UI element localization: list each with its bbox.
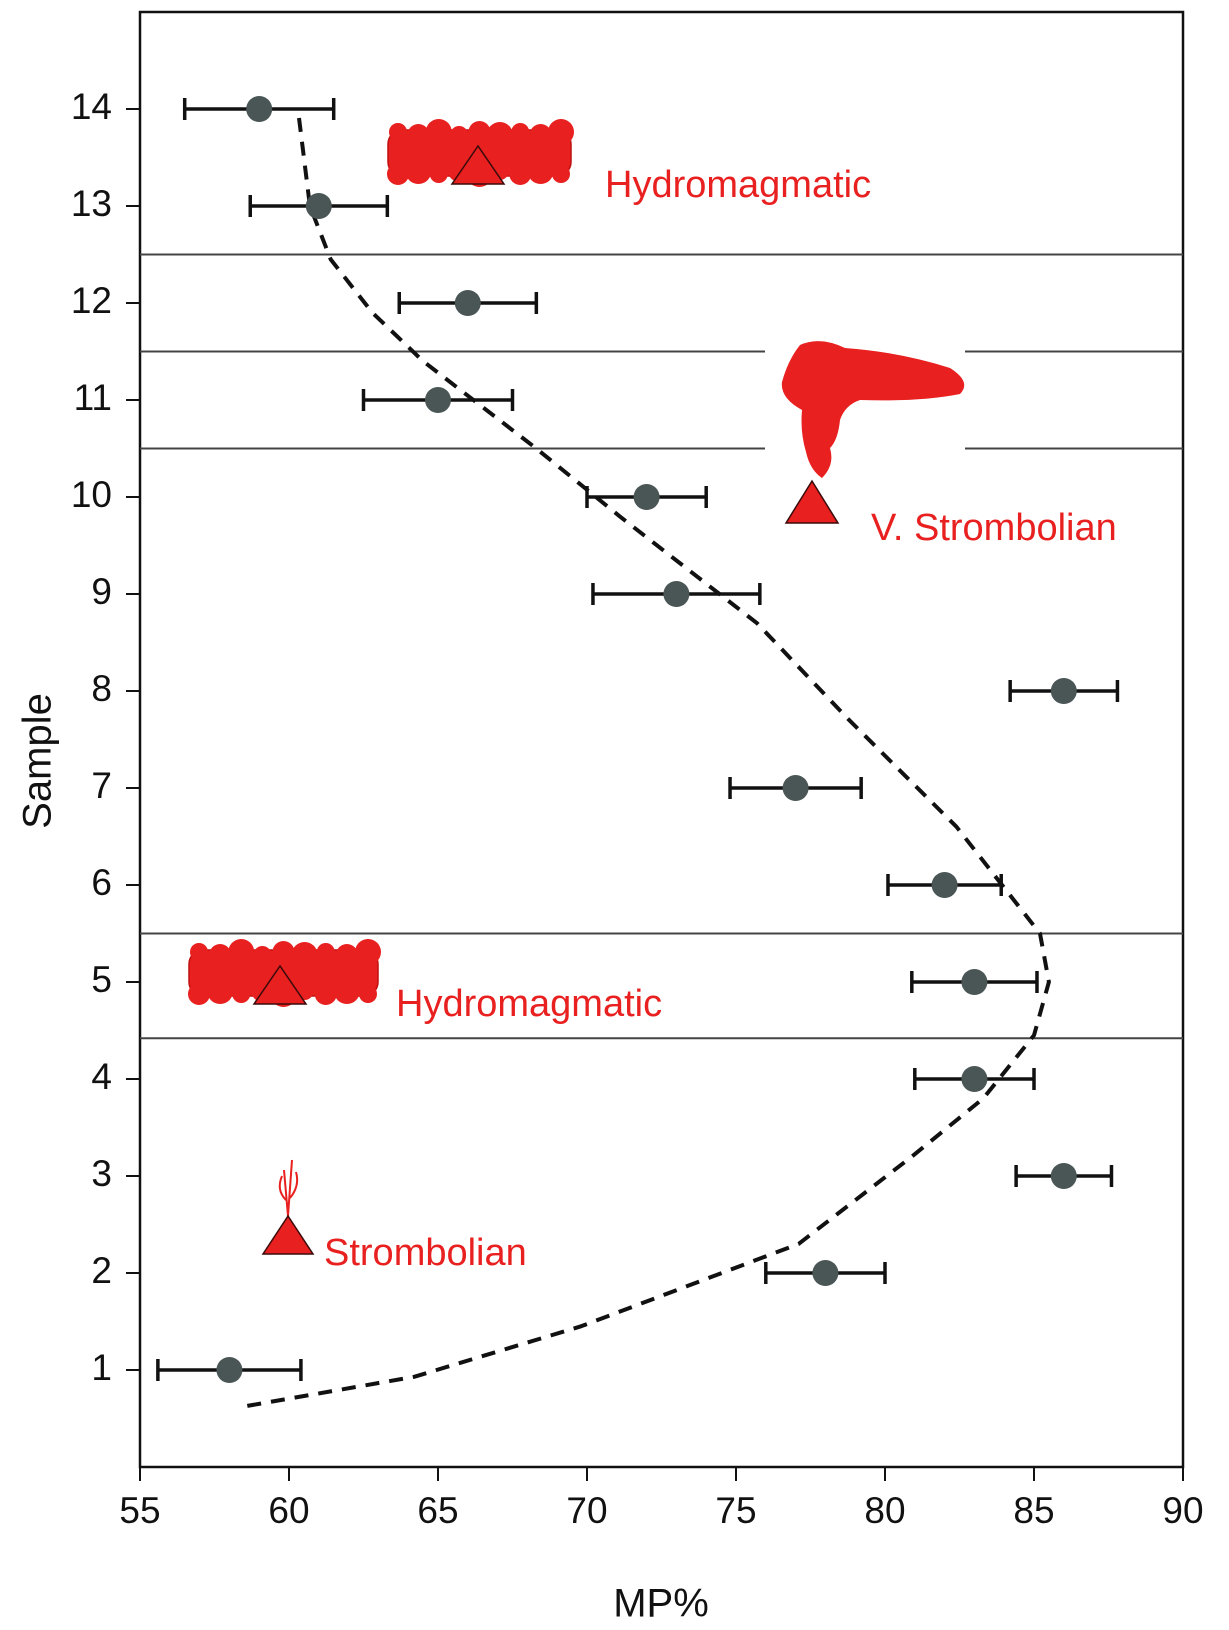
cloud-bump	[405, 158, 432, 184]
cloud-bump	[527, 158, 554, 184]
cloud-bump	[209, 944, 232, 966]
x-tick-label: 75	[715, 1490, 756, 1531]
cloud-bump	[486, 122, 513, 148]
x-tick-label: 80	[864, 1490, 905, 1531]
cloud-bump	[552, 165, 570, 183]
data-point	[246, 96, 273, 122]
data-point	[216, 1357, 243, 1383]
y-tick-label: 14	[71, 86, 112, 127]
plot-frame	[138, 10, 1185, 1469]
plume-shape	[781, 341, 965, 478]
cloud-bump	[316, 943, 335, 961]
cloud-bump	[387, 163, 409, 185]
cloud-bump	[207, 978, 234, 1004]
data-point	[454, 290, 481, 316]
y-axis-label: Sample	[16, 693, 60, 829]
y-tick-label: 9	[91, 571, 112, 612]
cloud-bump	[529, 124, 552, 146]
y-tick-label: 13	[71, 183, 112, 224]
x-tick-label: 85	[1013, 1490, 1054, 1531]
cloud-bump	[291, 942, 318, 968]
data-point	[961, 1066, 988, 1092]
cloud-bump	[188, 983, 210, 1005]
x-tick-label: 55	[119, 1490, 160, 1531]
data-point	[663, 581, 690, 607]
x-tick-label: 65	[417, 1490, 458, 1531]
eruption-cloud-icon	[188, 939, 381, 1007]
y-tick-label: 6	[91, 862, 112, 903]
x-tick-label: 90	[1162, 1490, 1203, 1531]
y-tick-label: 4	[91, 1056, 112, 1097]
trend-line	[246, 108, 1051, 1408]
x-axis-label: MP%	[613, 1582, 709, 1626]
annotation: Hydromagmatic	[605, 164, 871, 206]
cloud-bump	[450, 126, 469, 144]
volcano-icon	[450, 144, 506, 185]
cloud-bump	[333, 978, 360, 1004]
data-point	[633, 484, 660, 510]
cloud-bump	[272, 941, 295, 963]
y-tick-label: 5	[91, 959, 112, 1000]
y-tick-label: 11	[74, 377, 112, 418]
plume-icon	[765, 335, 965, 478]
y-tick-label: 8	[91, 668, 112, 709]
cloud-bump	[314, 983, 337, 1005]
data-point	[1050, 1163, 1077, 1189]
data-point	[1050, 678, 1077, 704]
cloud-bump	[509, 163, 532, 185]
annotation: Strombolian	[324, 1232, 527, 1274]
data-point	[931, 872, 958, 898]
data-point	[812, 1260, 839, 1286]
annotation: V. Strombolian	[871, 507, 1117, 549]
y-tick-label: 7	[91, 765, 112, 806]
data-point	[425, 387, 451, 413]
volcano-icon	[252, 964, 308, 1005]
cloud-bump	[232, 985, 251, 1003]
cloud-bump	[228, 939, 255, 965]
cloud-bump	[355, 939, 381, 965]
data-point	[961, 969, 988, 995]
volcano-icon	[784, 479, 840, 524]
fountain-icon	[278, 1159, 299, 1217]
y-tick-label: 2	[91, 1250, 112, 1291]
y-tick-label: 10	[71, 474, 112, 515]
cloud-bump	[407, 124, 430, 146]
y-tick-label: 3	[91, 1153, 112, 1194]
cloud-bump	[359, 985, 377, 1003]
cloud-bump	[389, 123, 407, 141]
data-point	[305, 193, 332, 219]
data-point	[782, 775, 809, 801]
cloud-bump	[468, 121, 491, 143]
cloud-bump	[548, 119, 574, 145]
cloud-bump	[335, 944, 358, 966]
x-tick-label: 70	[566, 1490, 607, 1531]
y-tick-label: 12	[71, 280, 112, 321]
cloud-bump	[425, 119, 452, 145]
cloud-bump	[253, 946, 272, 964]
volcano-icon	[261, 1214, 315, 1255]
cloud-bump	[190, 943, 208, 961]
y-tick-label: 1	[91, 1347, 112, 1388]
annotation: Hydromagmatic	[396, 983, 662, 1025]
cloud-bump	[429, 165, 448, 183]
x-tick-label: 60	[268, 1490, 309, 1531]
cloud-bump	[511, 123, 530, 141]
